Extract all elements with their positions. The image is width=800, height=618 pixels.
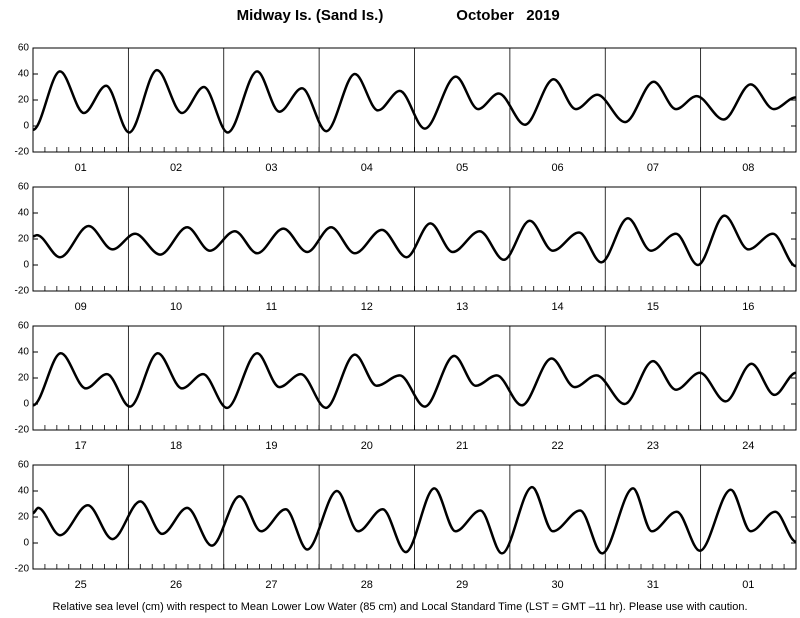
- y-tick-label: 20: [18, 512, 30, 523]
- x-tick-label: 03: [265, 162, 277, 174]
- x-tick-label: 04: [361, 162, 373, 174]
- x-tick-label: 31: [647, 579, 659, 591]
- y-tick-label: 60: [18, 460, 30, 471]
- x-tick-label: 12: [361, 301, 373, 313]
- x-tick-label: 30: [551, 579, 563, 591]
- x-tick-label: 17: [75, 440, 87, 452]
- x-tick-label: 21: [456, 440, 468, 452]
- x-tick-label: 26: [170, 579, 182, 591]
- x-tick-label: 05: [456, 162, 468, 174]
- footnote: Relative sea level (cm) with respect to …: [52, 601, 747, 613]
- tide-line: [32, 68, 797, 134]
- y-tick-label: -20: [15, 425, 30, 436]
- x-tick-label: 18: [170, 440, 182, 452]
- y-tick-label: 0: [23, 538, 29, 549]
- y-tick-label: -20: [15, 147, 30, 158]
- tide-line: [32, 485, 797, 555]
- y-tick-label: -20: [15, 286, 30, 297]
- y-tick-label: 40: [18, 486, 30, 497]
- x-tick-label: 28: [361, 579, 373, 591]
- y-tick-label: 20: [18, 234, 30, 245]
- x-tick-label: 06: [551, 162, 563, 174]
- chart-period: October 2019: [456, 7, 559, 24]
- x-tick-label: 11: [266, 301, 277, 313]
- x-tick-label: 01: [742, 579, 754, 591]
- y-tick-label: 60: [18, 182, 30, 193]
- y-tick-label: 60: [18, 321, 30, 332]
- y-tick-label: 20: [18, 373, 30, 384]
- x-tick-label: 27: [265, 579, 277, 591]
- y-tick-label: 0: [23, 121, 29, 132]
- x-tick-label: 16: [742, 301, 754, 313]
- tide-line: [32, 352, 797, 410]
- y-tick-label: 40: [18, 347, 30, 358]
- y-tick-label: -20: [15, 564, 30, 575]
- chart-title: Midway Is. (Sand Is.): [237, 7, 384, 24]
- x-tick-label: 10: [170, 301, 182, 313]
- y-tick-label: 60: [18, 43, 30, 54]
- y-tick-label: 0: [23, 260, 29, 271]
- y-tick-label: 40: [18, 69, 30, 80]
- y-tick-label: 40: [18, 208, 30, 219]
- x-tick-label: 20: [361, 440, 373, 452]
- x-tick-label: 02: [170, 162, 182, 174]
- x-tick-label: 24: [742, 440, 754, 452]
- x-tick-label: 07: [647, 162, 659, 174]
- x-tick-label: 15: [647, 301, 659, 313]
- x-tick-label: 14: [551, 301, 563, 313]
- x-tick-label: 09: [75, 301, 87, 313]
- x-tick-label: 23: [647, 440, 659, 452]
- x-tick-label: 29: [456, 579, 468, 591]
- x-tick-label: 13: [456, 301, 468, 313]
- tide-line: [32, 214, 797, 268]
- x-tick-label: 22: [551, 440, 563, 452]
- x-tick-label: 25: [75, 579, 87, 591]
- x-tick-label: 01: [75, 162, 87, 174]
- x-tick-label: 08: [742, 162, 754, 174]
- y-tick-label: 20: [18, 95, 30, 106]
- x-tick-label: 19: [265, 440, 277, 452]
- y-tick-label: 0: [23, 399, 29, 410]
